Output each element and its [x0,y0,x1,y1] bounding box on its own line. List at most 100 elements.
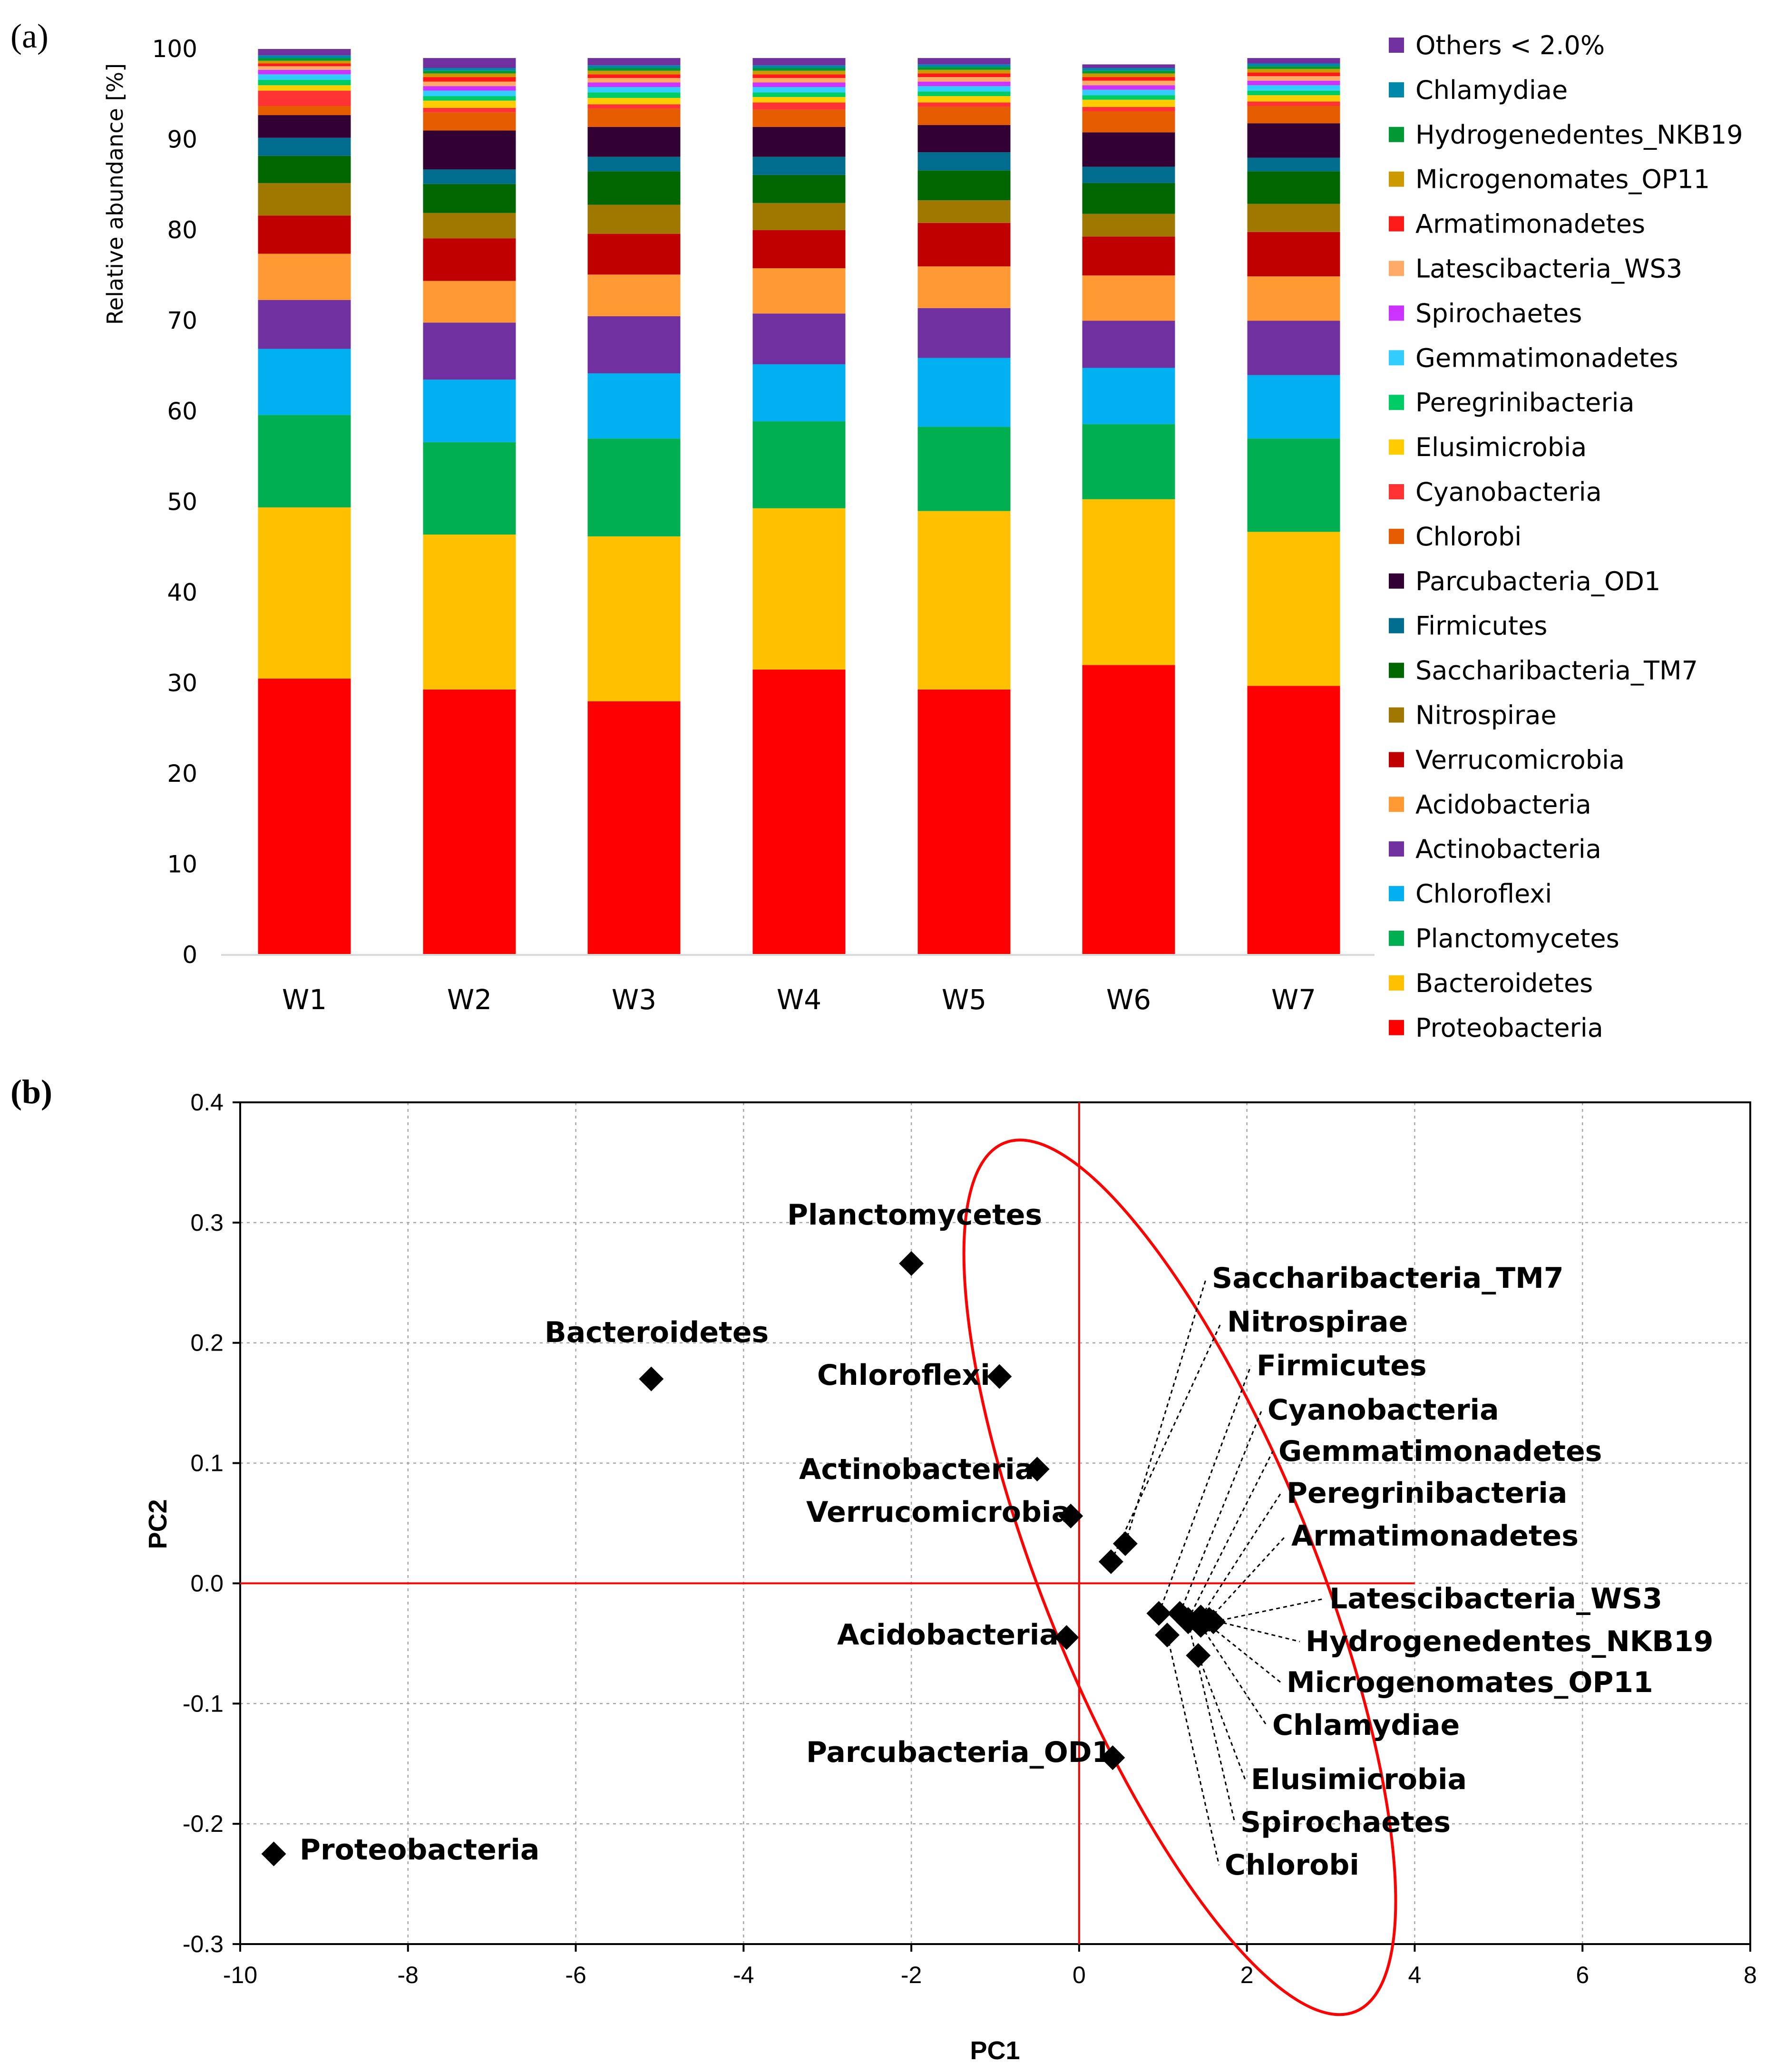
y-tick-label: 100 [152,35,197,63]
bar-segment [752,421,846,508]
bar-segment [917,102,1011,107]
bar-segment [917,427,1011,511]
legend-label: Verrucomicrobia [1415,745,1625,775]
legend-label: Peregrinibacteria [1415,388,1635,418]
data-point-diamond [1100,1745,1125,1770]
bar-segment [1082,236,1175,276]
bar-segment [752,102,846,110]
bar-segment [1247,66,1340,69]
bar-segment [1082,132,1175,167]
y-tick-label: 0.4 [190,1089,224,1116]
bar-segment [752,65,846,68]
y-tick-label: 10 [167,851,197,878]
legend-swatch [1389,797,1404,812]
point-label: Peregrinibacteria [1287,1477,1567,1510]
legend-label: Chlamydiae [1415,75,1568,105]
bar-segment [423,184,516,213]
x-category-label: W1 [282,983,327,1016]
bar-segment [1082,99,1175,107]
x-axis-label: PC1 [970,2036,1020,2065]
x-axis-category-labels: W1 W2 W3 W4 W5 W6 W7 [282,983,1316,1016]
x-tick-label: -2 [901,1962,922,1988]
bar-segment [917,86,1011,92]
bar-segment [423,442,516,535]
bars [258,49,1340,955]
bar-segment [917,308,1011,358]
legend-label: Others < 2.0% [1415,30,1605,60]
bar-segment [1082,214,1175,237]
data-point-diamond [1176,1609,1201,1634]
x-category-label: W3 [612,983,656,1016]
y-tick-label: 80 [167,216,197,244]
x-tick-label: 4 [1408,1962,1422,1988]
point-label: Chlorobi [1225,1848,1359,1882]
bar-segment [752,87,846,93]
panel-label-a: (a) [10,17,49,55]
legend-swatch [1389,216,1404,232]
legend-swatch [1389,975,1404,991]
bar-segment [752,92,846,97]
point-label: Chlamydiae [1272,1709,1460,1742]
legend-label: Actinobacteria [1415,834,1601,864]
y-tick-label: 0 [182,941,197,969]
bar-segment [587,78,681,83]
ellipse [962,1138,1397,2016]
y-tick-label: 0.2 [190,1330,224,1356]
bar-segment [752,156,846,175]
legend-label: Hydrogenedentes_NKB19 [1415,120,1743,150]
confidence-ellipse [962,1138,1397,2016]
bar-segment [1082,111,1175,133]
bar-segment [752,230,846,269]
point-label: Spirochaetes [1240,1806,1451,1839]
point-label: Actinobacteria [799,1453,1034,1486]
bar-segment [587,316,681,373]
y-tick-label: -0.2 [183,1810,224,1837]
bar-segment [587,701,681,955]
y-tick-label: 30 [167,670,197,697]
bar-segment [587,97,681,105]
bar-segment [917,107,1011,126]
bar-segment [423,213,516,239]
bar-segment [1247,123,1340,158]
bar-segment [1247,72,1340,77]
y-axis-ticks: -0.3 -0.2 -0.1 0.0 0.1 0.2 0.3 0.4 [183,1089,240,1957]
y-tick-label: -0.1 [183,1690,224,1717]
bar-segment [1247,276,1340,321]
legend-label: Firmicutes [1415,611,1547,641]
bar-segment [258,85,351,91]
panel-label-b: (b) [10,1073,52,1111]
bar-segment [752,203,846,230]
legend-label: Microgenomates_OP11 [1415,165,1710,195]
legend-swatch [1389,82,1404,97]
bar-segment [752,97,846,103]
bar-segment [752,268,846,314]
legend-swatch [1389,126,1404,142]
bar-segment [752,126,846,157]
legend-swatch [1389,261,1404,276]
bar-segment [1082,424,1175,499]
bar-segment [917,58,1011,65]
bar-segment [917,511,1011,690]
legend-swatch [1389,573,1404,589]
y-tick-label: 90 [167,126,197,154]
bar-segment [1082,499,1175,665]
bar-segment [1082,368,1175,424]
legend-swatch [1389,171,1404,187]
bar-segment [587,233,681,275]
x-axis-ticks: -10 -8 -6 -4 -2 0 2 4 6 8 [223,1944,1757,1988]
bar-segment [423,238,516,281]
bar-segment [1082,275,1175,321]
bar-segment [1247,375,1340,439]
bar-segment [752,364,846,421]
data-point-diamond [1146,1601,1171,1626]
legend-label: Saccharibacteria_TM7 [1415,656,1698,686]
bar-segment [587,204,681,234]
bar-segment [1247,80,1340,86]
bar-segment [258,300,351,349]
bar-segment [587,92,681,98]
data-point-diamond [1186,1643,1211,1668]
bar-segment [587,70,681,75]
bar-segment [587,104,681,109]
bar-segment [1247,321,1340,375]
legend-label: Elusimicrobia [1415,432,1587,462]
